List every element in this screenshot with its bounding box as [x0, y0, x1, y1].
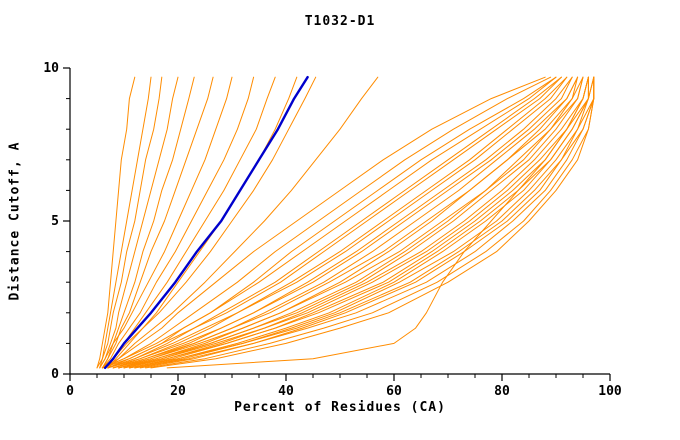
model-18 [101, 76, 562, 369]
model-33 [128, 76, 595, 369]
model-03 [96, 76, 163, 369]
model-40 [166, 76, 589, 369]
model-10 [107, 76, 298, 369]
model-04 [99, 76, 179, 369]
x-tick-label: 0 [66, 384, 74, 399]
x-axis-label: Percent of Residues (CA) [234, 400, 446, 415]
model-16 [101, 76, 557, 369]
model-07 [99, 76, 233, 369]
model-01 [96, 76, 136, 369]
model-28 [118, 76, 584, 369]
model-39 [150, 76, 595, 369]
model-13 [101, 76, 546, 369]
model-02 [99, 76, 152, 369]
model-17 [107, 76, 562, 369]
x-tick-label: 40 [278, 384, 294, 399]
model-32 [123, 76, 589, 369]
model-29 [123, 76, 589, 369]
x-tick-label: 100 [598, 384, 622, 399]
model-20 [107, 76, 568, 369]
model-21 [112, 76, 573, 369]
highlighted-model [103, 75, 309, 370]
chart-title: T1032-D1 [304, 14, 376, 29]
y-axis-label: Distance Cutoff, A [7, 141, 23, 301]
y-tick-label: 5 [51, 214, 59, 229]
model-19 [112, 76, 568, 369]
model-35 [128, 76, 595, 369]
model-08 [101, 76, 255, 369]
model-37 [134, 76, 595, 369]
y-tick-label: 10 [43, 61, 59, 76]
model-15 [107, 76, 557, 369]
model-22 [107, 76, 573, 369]
model-25 [118, 76, 579, 369]
x-tick-label: 80 [494, 384, 510, 399]
x-tick-label: 20 [170, 384, 186, 399]
model-11 [101, 76, 317, 369]
x-tick-label: 60 [386, 384, 402, 399]
model-14 [101, 76, 552, 369]
model-12 [107, 76, 379, 369]
model-06 [101, 76, 214, 369]
model-24 [112, 76, 579, 369]
y-tick-label: 0 [51, 367, 59, 382]
model-26 [112, 76, 584, 369]
model-36 [139, 76, 595, 369]
